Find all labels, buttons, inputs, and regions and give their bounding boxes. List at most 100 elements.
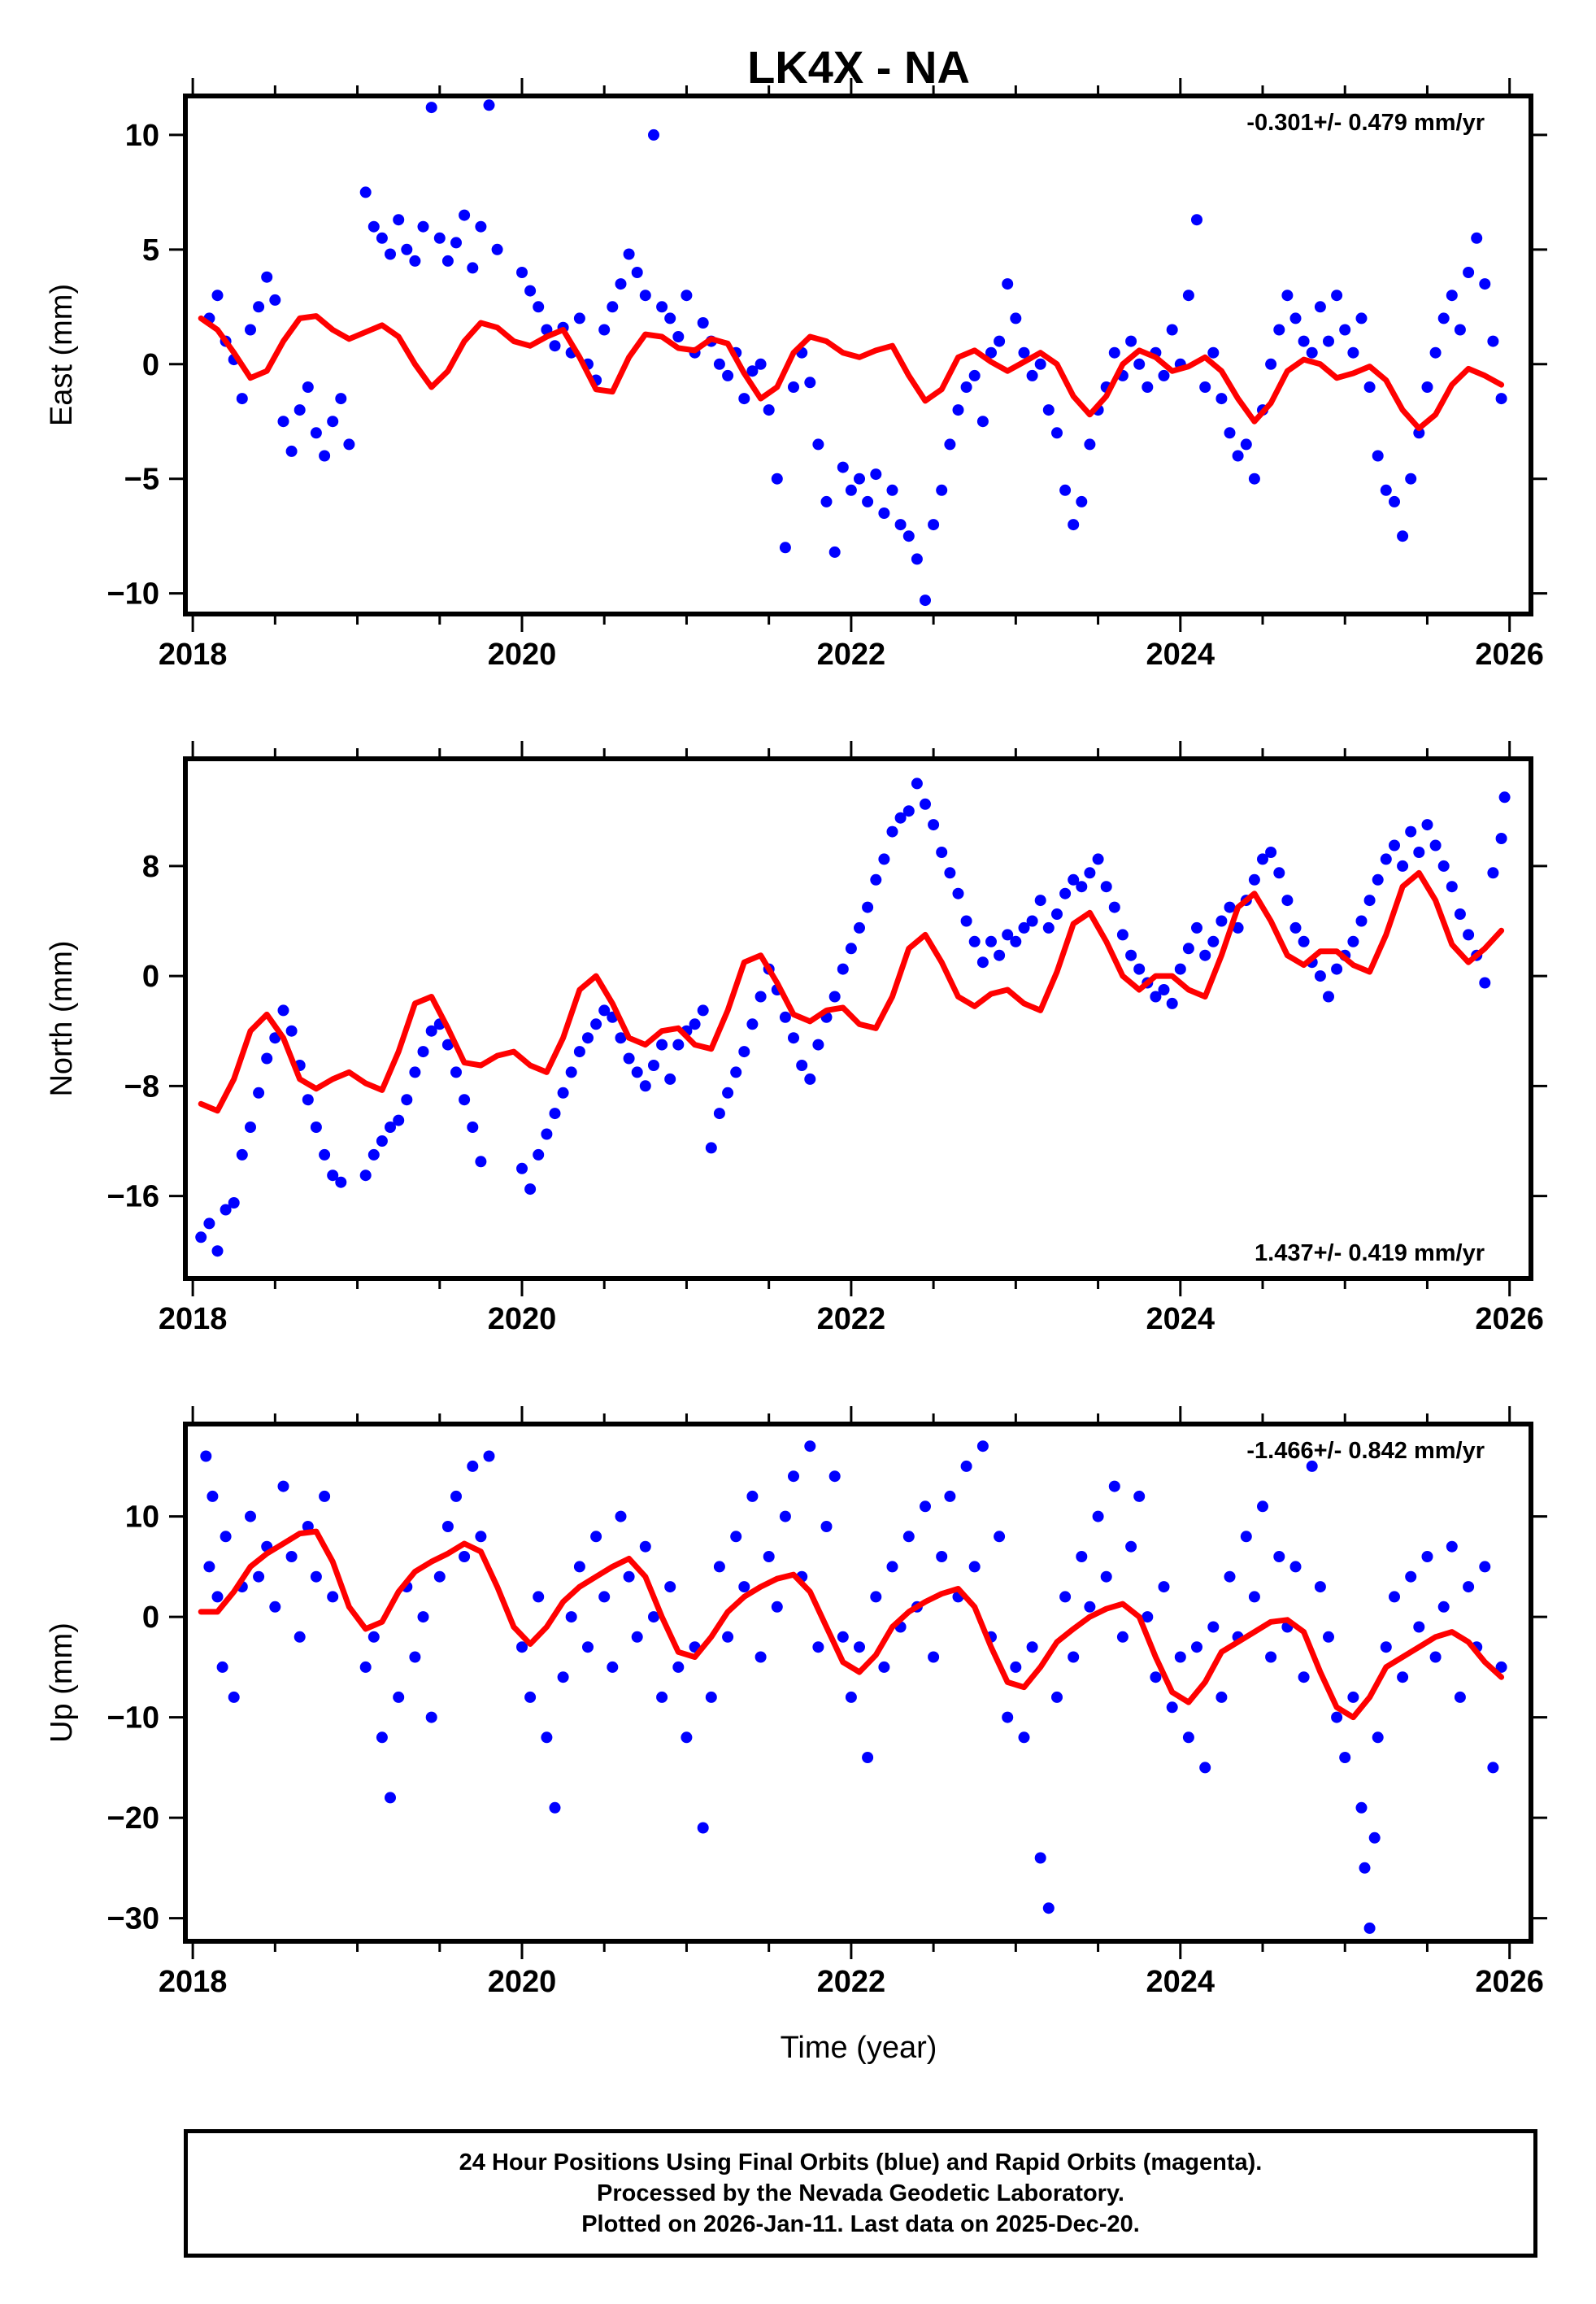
north-observation-point <box>722 1087 734 1099</box>
east-observation-point <box>697 317 709 329</box>
north-observation-point <box>1010 935 1022 947</box>
east-observation-point <box>1380 484 1392 496</box>
north-observation-point <box>631 1066 643 1078</box>
x-tick-label: 2018 <box>159 638 228 672</box>
north-observation-point <box>1042 921 1055 934</box>
north-observation-point <box>475 1156 487 1168</box>
east-y-axis-label: East (mm) <box>45 284 79 426</box>
east-observation-point <box>985 346 997 359</box>
north-observation-point <box>1298 935 1310 947</box>
east-observation-point <box>343 438 355 451</box>
up-observation-point <box>220 1531 232 1543</box>
east-observation-point <box>1397 530 1409 542</box>
up-plot-frame <box>183 1422 1533 1944</box>
north-observation-point <box>862 901 874 913</box>
north-observation-point <box>1248 873 1260 886</box>
east-observation-point <box>1281 290 1294 302</box>
x-tick-label: 2022 <box>817 1965 886 1999</box>
y-tick-label: −10 <box>107 577 159 612</box>
up-observation-point <box>994 1531 1006 1543</box>
up-observation-point <box>1166 1701 1178 1714</box>
north-observation-point <box>1429 839 1442 851</box>
north-observation-point <box>1281 895 1294 907</box>
east-observation-point <box>920 595 931 607</box>
north-observation-point <box>1034 895 1046 907</box>
north-observation-point <box>1199 949 1211 961</box>
east-observation-point <box>854 473 865 485</box>
east-observation-point <box>1289 312 1302 324</box>
north-observation-point <box>664 1073 676 1085</box>
up-observation-point <box>1421 1551 1433 1562</box>
up-observation-point <box>1380 1641 1392 1653</box>
east-observations <box>203 99 1507 607</box>
north-observation-point <box>1232 921 1244 934</box>
up-observation-point <box>207 1490 219 1502</box>
east-observation-point <box>1389 495 1400 507</box>
east-observation-point <box>277 416 289 428</box>
up-model-curve-group <box>198 1528 1505 1721</box>
east-observation-point <box>433 232 446 244</box>
east-observation-point <box>1454 324 1466 336</box>
north-observation-point <box>902 805 915 817</box>
north-observation-point <box>557 1087 569 1099</box>
east-observation-point <box>1372 450 1384 462</box>
up-observation-point <box>1273 1551 1285 1562</box>
up-observation-point <box>886 1561 898 1573</box>
east-observation-point <box>1405 473 1417 485</box>
east-observation-point <box>928 519 940 531</box>
north-observation-point <box>1479 977 1491 989</box>
east-observation-point <box>385 248 396 260</box>
east-observation-point <box>845 484 857 496</box>
up-observation-point <box>245 1510 256 1522</box>
north-observation-point <box>886 825 898 838</box>
up-observation-point <box>705 1691 717 1703</box>
east-observation-point <box>285 445 298 457</box>
north-observation-point <box>1463 929 1475 941</box>
north-observation-point <box>1182 943 1194 955</box>
east-observation-point <box>722 369 734 381</box>
north-observation-point <box>976 956 989 969</box>
up-observation-point <box>976 1440 989 1453</box>
x-axis-label: Time (year) <box>781 2031 937 2065</box>
east-observation-point <box>615 278 627 290</box>
north-observation-point <box>994 949 1006 961</box>
east-axes: 2018 2020 2022 2024 2026 10 5 0 −5 −10 <box>107 78 1547 672</box>
up-observation-point <box>475 1531 487 1543</box>
up-observation-point <box>359 1661 372 1673</box>
north-observation-point <box>812 1039 824 1051</box>
north-observation-point <box>1363 895 1376 907</box>
north-observation-point <box>541 1128 553 1140</box>
x-tick-label: 2020 <box>488 1302 557 1336</box>
east-observation-point <box>902 530 915 542</box>
up-observation-point <box>409 1651 421 1663</box>
up-observation-point <box>533 1591 545 1603</box>
up-observation-point <box>450 1490 462 1502</box>
up-y-axis-label: Up (mm) <box>45 1622 79 1743</box>
east-observation-point <box>672 331 685 342</box>
north-observation-point <box>615 1032 627 1044</box>
panel-up: 2018 2020 2022 2024 2026 10 0 −10 −20 −30 Up (mm)… <box>45 1406 1547 1999</box>
east-observation-point <box>1421 381 1433 393</box>
east-observation-point <box>1437 312 1450 324</box>
up-observation-point <box>1389 1591 1400 1603</box>
north-observation-point <box>1133 963 1146 975</box>
north-observation-point <box>1389 839 1400 851</box>
up-observation-point <box>1002 1711 1014 1723</box>
east-observation-point <box>1002 278 1014 290</box>
north-observation-point <box>549 1108 561 1120</box>
up-observation-point <box>1174 1651 1186 1663</box>
east-observation-point <box>878 507 890 519</box>
north-observation-point <box>1224 901 1236 913</box>
north-observation-point <box>1166 997 1178 1009</box>
up-observation-point <box>878 1661 890 1673</box>
east-observation-point <box>738 393 750 405</box>
up-observation-point <box>294 1631 306 1643</box>
up-observation-point <box>755 1651 767 1663</box>
up-observation-point <box>1100 1570 1112 1583</box>
up-observation-point <box>277 1480 289 1492</box>
east-observation-point <box>976 416 989 428</box>
up-observation-point <box>1059 1591 1072 1603</box>
east-observation-point <box>253 301 265 313</box>
up-observation-point <box>1363 1922 1376 1934</box>
up-observation-point <box>1331 1711 1343 1723</box>
